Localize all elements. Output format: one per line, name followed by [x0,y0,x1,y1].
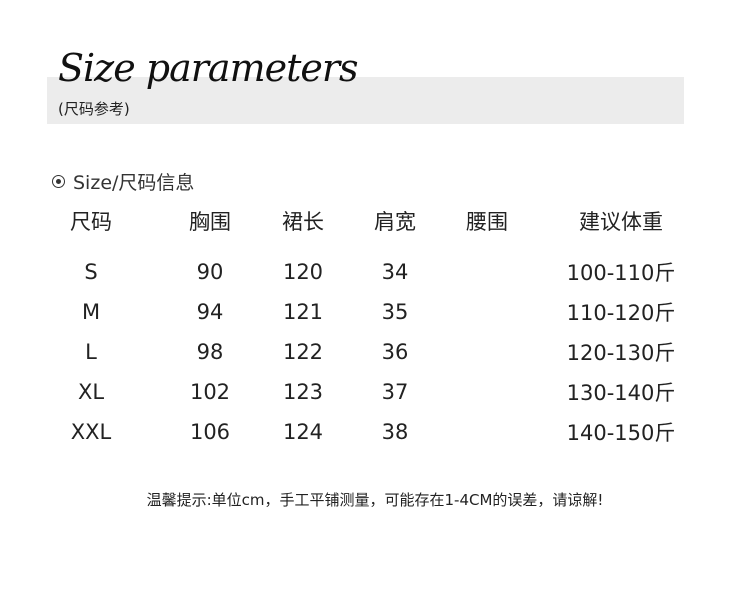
table-cell: 34 [381,260,409,284]
column-header: 肩宽 [374,210,416,234]
section-heading: Size/尺码信息 [52,168,194,195]
table-cell: 120-130斤 [566,341,676,365]
table-cell: 124 [282,420,324,444]
column-header: 裙长 [282,210,324,234]
table-cell: XXL [70,420,112,444]
table-cell: 100-110斤 [566,261,676,285]
table-cell: 120 [282,260,324,284]
table-cell: 106 [189,420,231,444]
column-header: 尺码 [70,210,112,234]
table-cell: 123 [282,380,324,404]
table-cell: 94 [196,300,224,324]
table-cell: 130-140斤 [566,381,676,405]
table-cell: XL [77,380,105,404]
radio-circle-icon [52,175,65,188]
page-subtitle: (尺码参考) [58,100,130,118]
table-cell: 121 [282,300,324,324]
table-cell: 37 [381,380,409,404]
column-header: 胸围 [189,210,231,234]
table-cell: L [85,340,97,364]
title-band [47,77,684,124]
table-cell: 35 [381,300,409,324]
column-header: 腰围 [466,210,508,234]
table-cell: 140-150斤 [566,421,676,445]
column-header: 建议体重 [579,210,663,234]
page-title: Size parameters [58,46,359,90]
table-cell: 102 [189,380,231,404]
table-cell: S [84,260,98,284]
section-label: Size/尺码信息 [73,172,195,194]
measurement-note: 温馨提示:单位cm，手工平铺测量，可能存在1-4CM的误差，请谅解! [146,491,604,509]
table-cell: 36 [381,340,409,364]
table-cell: 122 [282,340,324,364]
table-cell: 98 [196,340,224,364]
table-cell: 38 [381,420,409,444]
table-cell: 110-120斤 [566,301,676,325]
table-cell: 90 [196,260,224,284]
table-cell: M [81,300,101,324]
